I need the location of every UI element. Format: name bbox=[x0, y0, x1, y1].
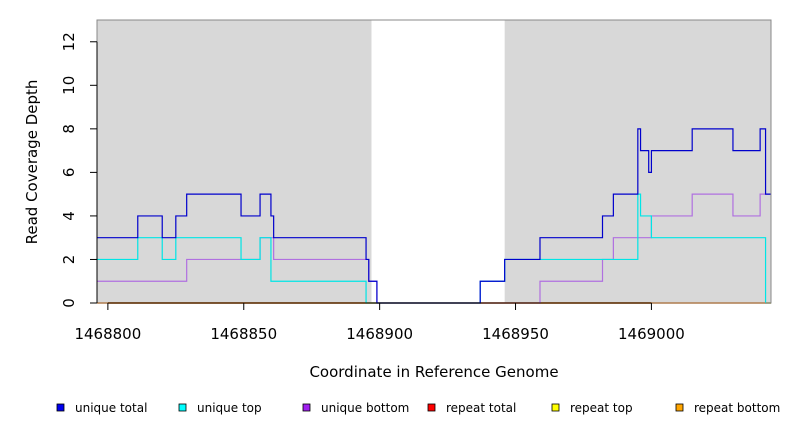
x-axis: 1468800 1468850 1468900 1468950 1469000 bbox=[74, 302, 685, 343]
legend-label: unique top bbox=[197, 401, 262, 415]
legend-swatch bbox=[56, 403, 65, 412]
legend-item-repeat-total: repeat total bbox=[427, 401, 516, 415]
y-tick-label: 8 bbox=[60, 124, 78, 134]
legend-swatch bbox=[178, 403, 187, 412]
legend-item-unique-bottom: unique bottom bbox=[302, 401, 409, 415]
legend-swatch bbox=[302, 403, 311, 412]
legend-label: repeat bottom bbox=[694, 401, 780, 415]
y-tick-label: 4 bbox=[60, 211, 78, 221]
series-line-unique-top bbox=[97, 193, 771, 304]
series-line-unique-total bbox=[97, 128, 771, 304]
legend-item-repeat-top: repeat top bbox=[551, 401, 633, 415]
shaded-region-1 bbox=[97, 20, 372, 303]
legend-item-unique-top: unique top bbox=[178, 401, 262, 415]
y-tick-label: 12 bbox=[60, 32, 78, 51]
x-axis-label: Coordinate in Reference Genome bbox=[309, 363, 558, 381]
y-tick-label: 0 bbox=[60, 298, 78, 308]
legend-swatch bbox=[427, 403, 436, 412]
y-axis-label: Read Coverage Depth bbox=[23, 80, 41, 245]
legend: unique total unique top unique bottom repea… bbox=[56, 401, 780, 415]
legend-label: unique total bbox=[75, 401, 147, 415]
x-tick-label: 1468800 bbox=[74, 325, 141, 343]
legend-swatch bbox=[551, 403, 560, 412]
x-tick-label: 1468850 bbox=[210, 325, 277, 343]
legend-item-repeat-bottom: repeat bottom bbox=[675, 401, 780, 415]
y-tick-label: 2 bbox=[60, 255, 78, 265]
legend-item-unique-total: unique total bbox=[56, 401, 147, 415]
y-tick-label: 10 bbox=[60, 76, 78, 95]
y-tick-label: 6 bbox=[60, 168, 78, 178]
shaded-regions bbox=[97, 20, 771, 303]
x-tick-label: 1469000 bbox=[618, 325, 685, 343]
legend-label: unique bottom bbox=[321, 401, 409, 415]
x-tick-label: 1468900 bbox=[346, 325, 413, 343]
legend-label: repeat total bbox=[446, 401, 516, 415]
x-tick-label: 1468950 bbox=[482, 325, 549, 343]
legend-swatch bbox=[675, 403, 684, 412]
y-axis: 0 2 4 6 8 10 12 bbox=[60, 32, 98, 308]
legend-label: repeat top bbox=[570, 401, 633, 415]
